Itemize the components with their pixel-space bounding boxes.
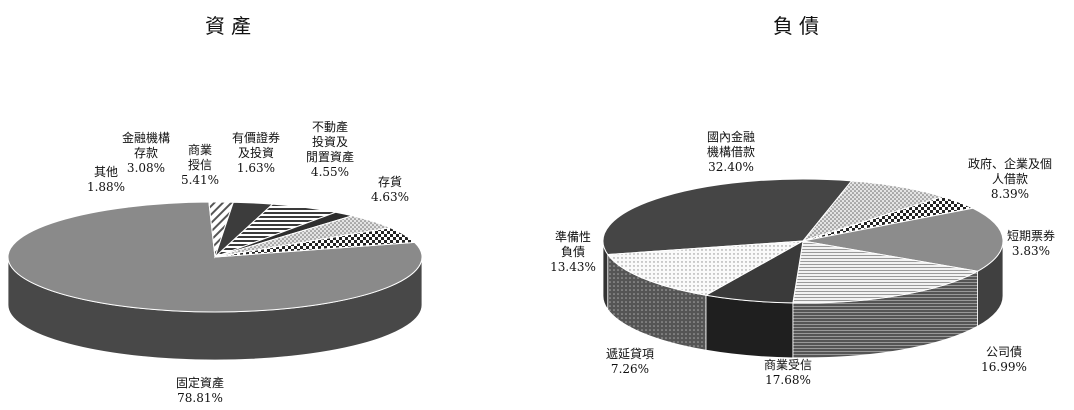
pie-slice-liability-4 (792, 240, 980, 304)
asset-label-real-estate: 不動產 投資及 閒置資產 4.55% (305, 120, 355, 179)
asset-label-other: 其他 1.88% (86, 165, 126, 194)
pie-slice-liability-0 (602, 178, 853, 256)
pie-slice-asset-6 (214, 227, 416, 258)
asset-label-fixed-assets: 固定資產 78.81% (175, 376, 225, 405)
liability-label-short-term-bills: 短期票券 3.83% (1006, 229, 1056, 258)
liability-label-corporate-bonds: 公司債 16.99% (981, 345, 1027, 374)
liability-label-domestic-loans: 國內金融 機構借款 32.40% (706, 130, 756, 174)
pie-slice-liability-6 (606, 240, 804, 296)
asset-label-commercial-credit: 商業 授信 5.41% (180, 143, 220, 187)
asset-label-bank-deposits: 金融機構 存款 3.08% (121, 131, 171, 175)
pie-side-liability-5 (705, 294, 794, 359)
liability-label-commercial-credit: 商業受信 17.68% (763, 358, 813, 387)
liability-label-reserve-liabilities: 準備性 負債 13.43% (550, 230, 596, 274)
liability-pie (602, 178, 1004, 359)
asset-label-inventory: 存貨 4.63% (370, 175, 410, 204)
pie-slice-liability-1 (801, 180, 945, 242)
pie-slice-liability-3 (802, 207, 1004, 272)
asset-chart-title: 資產 (205, 14, 257, 38)
liability-label-deferred-credits: 遞延貸項 7.26% (605, 347, 655, 376)
asset-label-securities: 有價證券 及投資 1.63% (231, 131, 281, 175)
liability-label-government-loans: 政府、企業及個 人借款 8.39% (967, 157, 1053, 201)
liability-chart-title: 負債 (773, 14, 825, 38)
asset-pie (7, 201, 423, 361)
